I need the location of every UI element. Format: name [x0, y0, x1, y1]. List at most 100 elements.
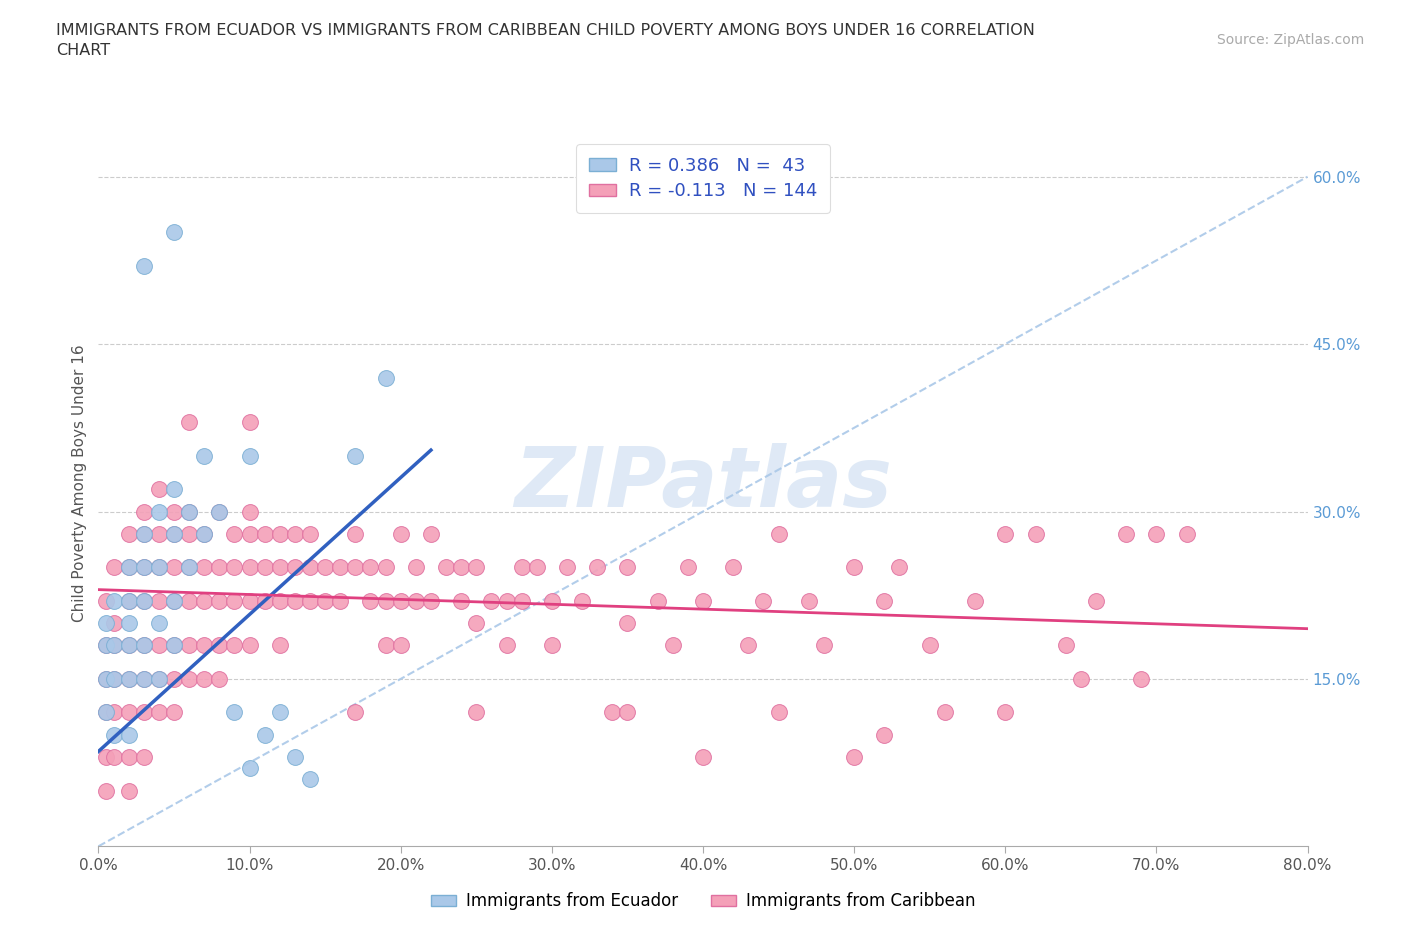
- Point: [269, 705, 291, 720]
- Y-axis label: Child Poverty Among Boys Under 16: Child Poverty Among Boys Under 16: [72, 345, 87, 622]
- Point: [132, 638, 155, 653]
- Point: [148, 616, 170, 631]
- Point: [179, 504, 201, 519]
- Point: [208, 560, 231, 575]
- Point: [132, 259, 155, 273]
- Point: [103, 727, 125, 742]
- Point: [132, 504, 155, 519]
- Point: [132, 593, 155, 608]
- Point: [994, 705, 1017, 720]
- Point: [103, 638, 125, 653]
- Point: [360, 593, 382, 608]
- Point: [94, 705, 117, 720]
- Point: [299, 526, 322, 541]
- Point: [148, 526, 170, 541]
- Point: [450, 560, 472, 575]
- Point: [148, 671, 170, 686]
- Point: [253, 727, 276, 742]
- Point: [239, 593, 262, 608]
- Point: [526, 560, 548, 575]
- Point: [253, 593, 276, 608]
- Text: ZIPatlas: ZIPatlas: [515, 443, 891, 525]
- Point: [132, 638, 155, 653]
- Point: [1054, 638, 1077, 653]
- Point: [193, 638, 215, 653]
- Point: [118, 750, 141, 764]
- Point: [889, 560, 911, 575]
- Point: [284, 526, 307, 541]
- Point: [208, 504, 231, 519]
- Point: [179, 671, 201, 686]
- Point: [420, 526, 443, 541]
- Point: [224, 638, 246, 653]
- Text: IMMIGRANTS FROM ECUADOR VS IMMIGRANTS FROM CARIBBEAN CHILD POVERTY AMONG BOYS UN: IMMIGRANTS FROM ECUADOR VS IMMIGRANTS FR…: [56, 23, 1035, 58]
- Point: [692, 593, 714, 608]
- Point: [389, 593, 412, 608]
- Point: [269, 638, 291, 653]
- Point: [132, 750, 155, 764]
- Point: [314, 593, 336, 608]
- Point: [616, 560, 638, 575]
- Point: [239, 761, 262, 776]
- Point: [1085, 593, 1108, 608]
- Point: [148, 560, 170, 575]
- Point: [148, 671, 170, 686]
- Point: [118, 526, 141, 541]
- Point: [193, 526, 215, 541]
- Point: [163, 526, 186, 541]
- Point: [571, 593, 593, 608]
- Point: [723, 560, 745, 575]
- Point: [179, 560, 201, 575]
- Point: [299, 560, 322, 575]
- Point: [94, 783, 117, 798]
- Point: [374, 560, 396, 575]
- Point: [163, 705, 186, 720]
- Point: [434, 560, 457, 575]
- Point: [163, 504, 186, 519]
- Point: [132, 526, 155, 541]
- Point: [118, 671, 141, 686]
- Point: [510, 560, 533, 575]
- Point: [94, 671, 117, 686]
- Point: [94, 638, 117, 653]
- Point: [103, 616, 125, 631]
- Point: [118, 727, 141, 742]
- Point: [179, 415, 201, 430]
- Point: [179, 504, 201, 519]
- Point: [224, 560, 246, 575]
- Point: [163, 638, 186, 653]
- Point: [873, 593, 896, 608]
- Point: [132, 526, 155, 541]
- Point: [103, 671, 125, 686]
- Point: [540, 638, 562, 653]
- Point: [94, 705, 117, 720]
- Point: [1175, 526, 1198, 541]
- Point: [918, 638, 941, 653]
- Point: [193, 448, 215, 463]
- Point: [450, 593, 472, 608]
- Point: [103, 671, 125, 686]
- Point: [163, 526, 186, 541]
- Legend: Immigrants from Ecuador, Immigrants from Caribbean: Immigrants from Ecuador, Immigrants from…: [423, 885, 983, 917]
- Point: [253, 526, 276, 541]
- Point: [994, 526, 1017, 541]
- Point: [208, 638, 231, 653]
- Point: [299, 593, 322, 608]
- Point: [284, 750, 307, 764]
- Point: [163, 482, 186, 497]
- Point: [374, 593, 396, 608]
- Point: [344, 560, 367, 575]
- Point: [148, 560, 170, 575]
- Point: [1070, 671, 1092, 686]
- Point: [239, 638, 262, 653]
- Point: [148, 705, 170, 720]
- Point: [94, 638, 117, 653]
- Point: [540, 593, 562, 608]
- Legend: R = 0.386   N =  43, R = -0.113   N = 144: R = 0.386 N = 43, R = -0.113 N = 144: [576, 144, 830, 213]
- Point: [389, 638, 412, 653]
- Point: [163, 593, 186, 608]
- Point: [284, 560, 307, 575]
- Point: [239, 448, 262, 463]
- Point: [269, 526, 291, 541]
- Point: [103, 638, 125, 653]
